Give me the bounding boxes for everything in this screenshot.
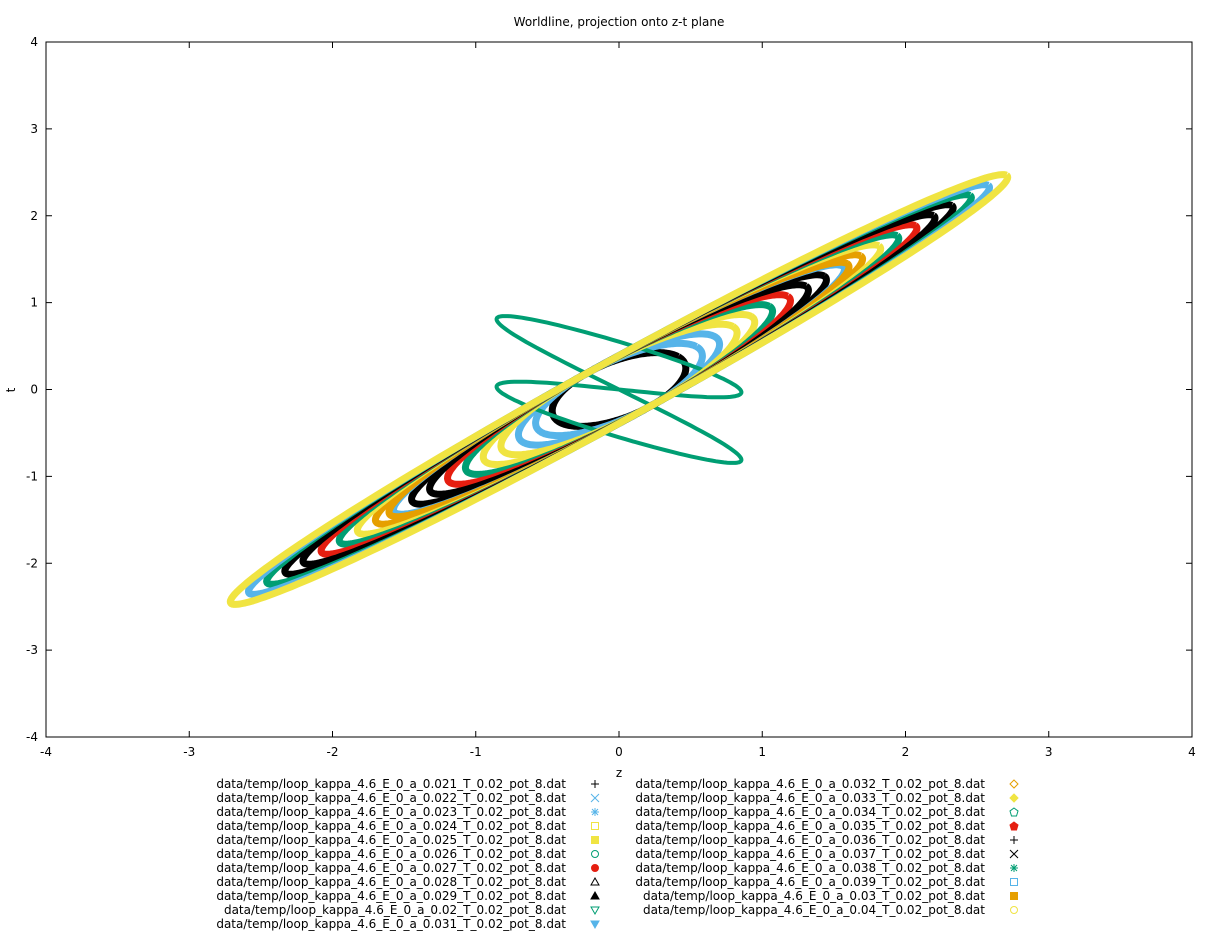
legend-label: data/temp/loop_kappa_4.6_E_0_a_0.029_T_0…: [216, 889, 566, 903]
legend-label: data/temp/loop_kappa_4.6_E_0_a_0.038_T_0…: [635, 861, 985, 875]
legend-marker-circle-open: [591, 850, 599, 858]
legend-marker-triangle-open: [590, 876, 600, 886]
y-tick-label: 3: [30, 122, 38, 136]
y-tick-label: -4: [26, 730, 38, 744]
legend-label: data/temp/loop_kappa_4.6_E_0_a_0.027_T_0…: [216, 861, 566, 875]
legend-label: data/temp/loop_kappa_4.6_E_0_a_0.037_T_0…: [635, 847, 985, 861]
y-tick-label: -1: [26, 469, 38, 483]
legend-label: data/temp/loop_kappa_4.6_E_0_a_0.031_T_0…: [216, 917, 566, 931]
legend-label: data/temp/loop_kappa_4.6_E_0_a_0.04_T_0.…: [643, 903, 985, 917]
y-tick-label: 4: [30, 35, 38, 49]
x-tick-label: 1: [758, 745, 766, 759]
legend-marker-cross: [590, 793, 600, 803]
legend-label: data/temp/loop_kappa_4.6_E_0_a_0.035_T_0…: [635, 819, 985, 833]
x-tick-label: 3: [1045, 745, 1053, 759]
x-tick-label: 2: [902, 745, 910, 759]
legend-label: data/temp/loop_kappa_4.6_E_0_a_0.024_T_0…: [216, 819, 566, 833]
chart-title: Worldline, projection onto z-t plane: [514, 15, 725, 29]
x-tick-label: 0: [615, 745, 623, 759]
legend-marker-pentagon-open: [1009, 807, 1019, 817]
legend-marker-pentagon-filled: [1009, 821, 1019, 831]
y-tick-label: -2: [26, 556, 38, 570]
legend-marker-square-open: [591, 822, 599, 830]
x-tick-label: -3: [183, 745, 195, 759]
legend-label: data/temp/loop_kappa_4.6_E_0_a_0.026_T_0…: [216, 847, 566, 861]
legend-label: data/temp/loop_kappa_4.6_E_0_a_0.025_T_0…: [216, 833, 566, 847]
x-tick-label: -2: [327, 745, 339, 759]
series-curve: [226, 171, 1012, 608]
legend-label: data/temp/loop_kappa_4.6_E_0_a_0.02_T_0.…: [224, 903, 566, 917]
legend-marker-circle-filled: [591, 864, 599, 872]
legend-marker-plus: [591, 780, 599, 788]
y-tick-label: 1: [30, 296, 38, 310]
axis-ticks: -4 -3 -2 -1 0 1 2 3 4 -4 -3 -2 -1 0 1 2 3 4: [26, 35, 1196, 759]
legend-label: data/temp/loop_kappa_4.6_E_0_a_0.021_T_0…: [216, 777, 566, 791]
legend-marker-triangle-filled: [590, 890, 600, 900]
legend-marker-square-filled: [1010, 892, 1018, 900]
plot-area: [226, 171, 1012, 608]
legend: data/temp/loop_kappa_4.6_E_0_a_0.021_T_0…: [216, 777, 1019, 931]
legend-marker-circle-open: [1010, 906, 1018, 914]
legend-label: data/temp/loop_kappa_4.6_E_0_a_0.032_T_0…: [635, 777, 985, 791]
legend-marker-star: [591, 808, 599, 816]
x-tick-label: -1: [470, 745, 482, 759]
x-tick-label: -4: [40, 745, 52, 759]
legend-marker-cross: [1009, 849, 1019, 859]
legend-label: data/temp/loop_kappa_4.6_E_0_a_0.039_T_0…: [635, 875, 985, 889]
legend-marker-tridown-filled: [590, 920, 600, 930]
x-axis-label: z: [616, 766, 622, 780]
legend-marker-diamond-filled: [1009, 793, 1019, 803]
legend-marker-star: [1010, 864, 1018, 872]
legend-label: data/temp/loop_kappa_4.6_E_0_a_0.033_T_0…: [635, 791, 985, 805]
legend-label: data/temp/loop_kappa_4.6_E_0_a_0.03_T_0.…: [643, 889, 985, 903]
legend-marker-tridown-open: [590, 906, 600, 916]
legend-label: data/temp/loop_kappa_4.6_E_0_a_0.034_T_0…: [635, 805, 985, 819]
legend-marker-square-open: [1010, 878, 1018, 886]
legend-label: data/temp/loop_kappa_4.6_E_0_a_0.028_T_0…: [216, 875, 566, 889]
legend-label: data/temp/loop_kappa_4.6_E_0_a_0.023_T_0…: [216, 805, 566, 819]
legend-marker-plus: [1010, 836, 1018, 844]
x-tick-label: 4: [1188, 745, 1196, 759]
legend-marker-square-filled: [591, 836, 599, 844]
y-tick-label: -3: [26, 643, 38, 657]
series-curve: [494, 314, 744, 465]
y-tick-label: 2: [30, 209, 38, 223]
y-axis-label: t: [4, 387, 18, 392]
y-tick-label: 0: [30, 383, 38, 397]
legend-marker-diamond-open: [1009, 779, 1019, 789]
legend-label: data/temp/loop_kappa_4.6_E_0_a_0.022_T_0…: [216, 791, 566, 805]
legend-label: data/temp/loop_kappa_4.6_E_0_a_0.036_T_0…: [635, 833, 985, 847]
